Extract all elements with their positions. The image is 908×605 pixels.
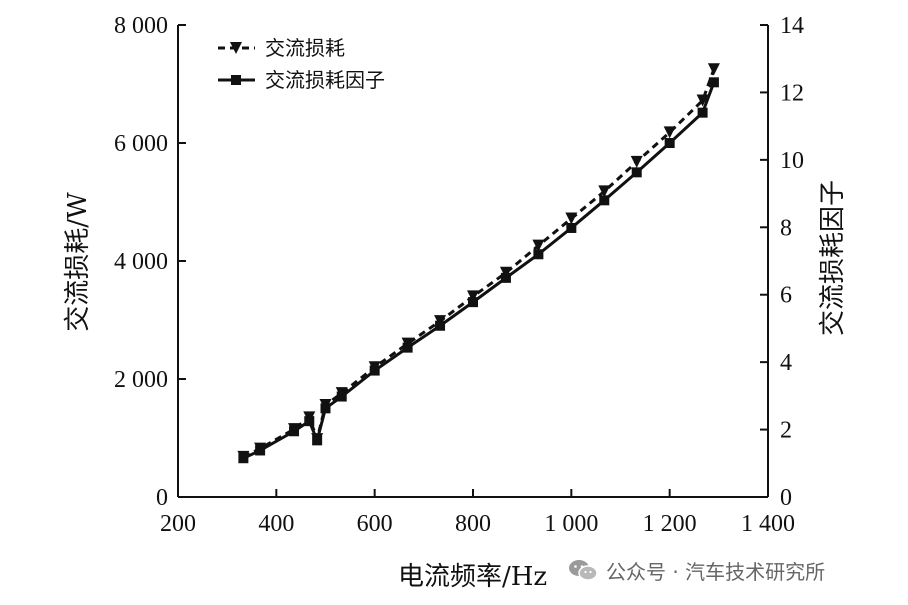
series-2-point <box>435 320 446 331</box>
series-1 <box>237 63 720 463</box>
y-tick-label: 8 000 <box>114 13 168 39</box>
y2-tick-label: 4 <box>780 350 792 376</box>
series-2-point <box>336 391 347 402</box>
series-1-point <box>663 126 676 139</box>
series-1-point <box>707 63 720 76</box>
series-1-point <box>499 266 512 279</box>
series-2-point <box>312 435 323 446</box>
x-tick-label: 1 000 <box>544 511 598 537</box>
series-2-point <box>255 445 266 456</box>
legend-label-1: 交流损耗 <box>265 36 345 60</box>
series-2-point <box>320 403 331 414</box>
x-tick-label: 400 <box>258 511 294 537</box>
series-2-point <box>664 138 675 148</box>
y2-axis-label: 交流损耗因子 <box>818 180 848 336</box>
series-1-point <box>532 239 545 252</box>
series-2-point <box>599 195 610 206</box>
y-tick-label: 2 000 <box>114 367 168 393</box>
series-layer <box>237 63 720 464</box>
series-1-point <box>565 212 578 225</box>
y2-tick-label: 10 <box>780 148 804 174</box>
y2-tick-label: 0 <box>780 485 792 511</box>
watermark-text: 公众号 · 汽车技术研究所 <box>606 559 826 584</box>
series-1-point <box>696 94 709 107</box>
series-2-point <box>238 453 249 464</box>
series-2-point <box>566 222 577 233</box>
series-2-point <box>697 107 708 118</box>
series-2-point <box>304 416 315 427</box>
wechat-icon <box>569 560 598 581</box>
series-2-point <box>631 167 642 178</box>
legend-label-2: 交流损耗因子 <box>265 68 385 92</box>
y2-tick-label: 12 <box>780 80 804 106</box>
series-2-line <box>242 81 716 460</box>
series-2-point <box>468 297 478 308</box>
y2-tick-label: 14 <box>780 13 804 39</box>
x-axis-label: 电流频率/Hz <box>398 562 547 592</box>
y-axis-label: 交流损耗/W <box>63 192 93 332</box>
series-2 <box>238 77 719 464</box>
series-2-point <box>402 342 413 353</box>
series-1-point <box>467 290 479 303</box>
legend-marker-1 <box>230 42 242 54</box>
y2-tick-label: 8 <box>780 215 792 241</box>
x-tick-label: 1 200 <box>643 511 697 537</box>
series-1-point <box>598 185 611 198</box>
series-2-point <box>500 272 511 283</box>
y2-tick-label: 2 <box>780 418 792 444</box>
series-2-point <box>369 365 380 376</box>
series-2-point <box>289 426 300 437</box>
series-2-point <box>533 249 544 260</box>
watermark: 公众号 · 汽车技术研究所 <box>568 552 825 588</box>
x-tick-label: 800 <box>455 511 491 537</box>
series-1-line <box>242 68 716 459</box>
x-tick-label: 600 <box>357 511 393 537</box>
x-tick-label: 200 <box>160 511 196 537</box>
x-tick-label: 1 400 <box>741 511 795 537</box>
series-2-point <box>708 77 719 88</box>
y2-tick-label: 6 <box>780 283 792 309</box>
y-tick-label: 4 000 <box>114 249 168 275</box>
series-1-point <box>630 155 643 168</box>
y-tick-label: 0 <box>156 485 168 511</box>
legend-marker-2 <box>231 75 241 85</box>
y-tick-label: 6 000 <box>114 131 168 157</box>
